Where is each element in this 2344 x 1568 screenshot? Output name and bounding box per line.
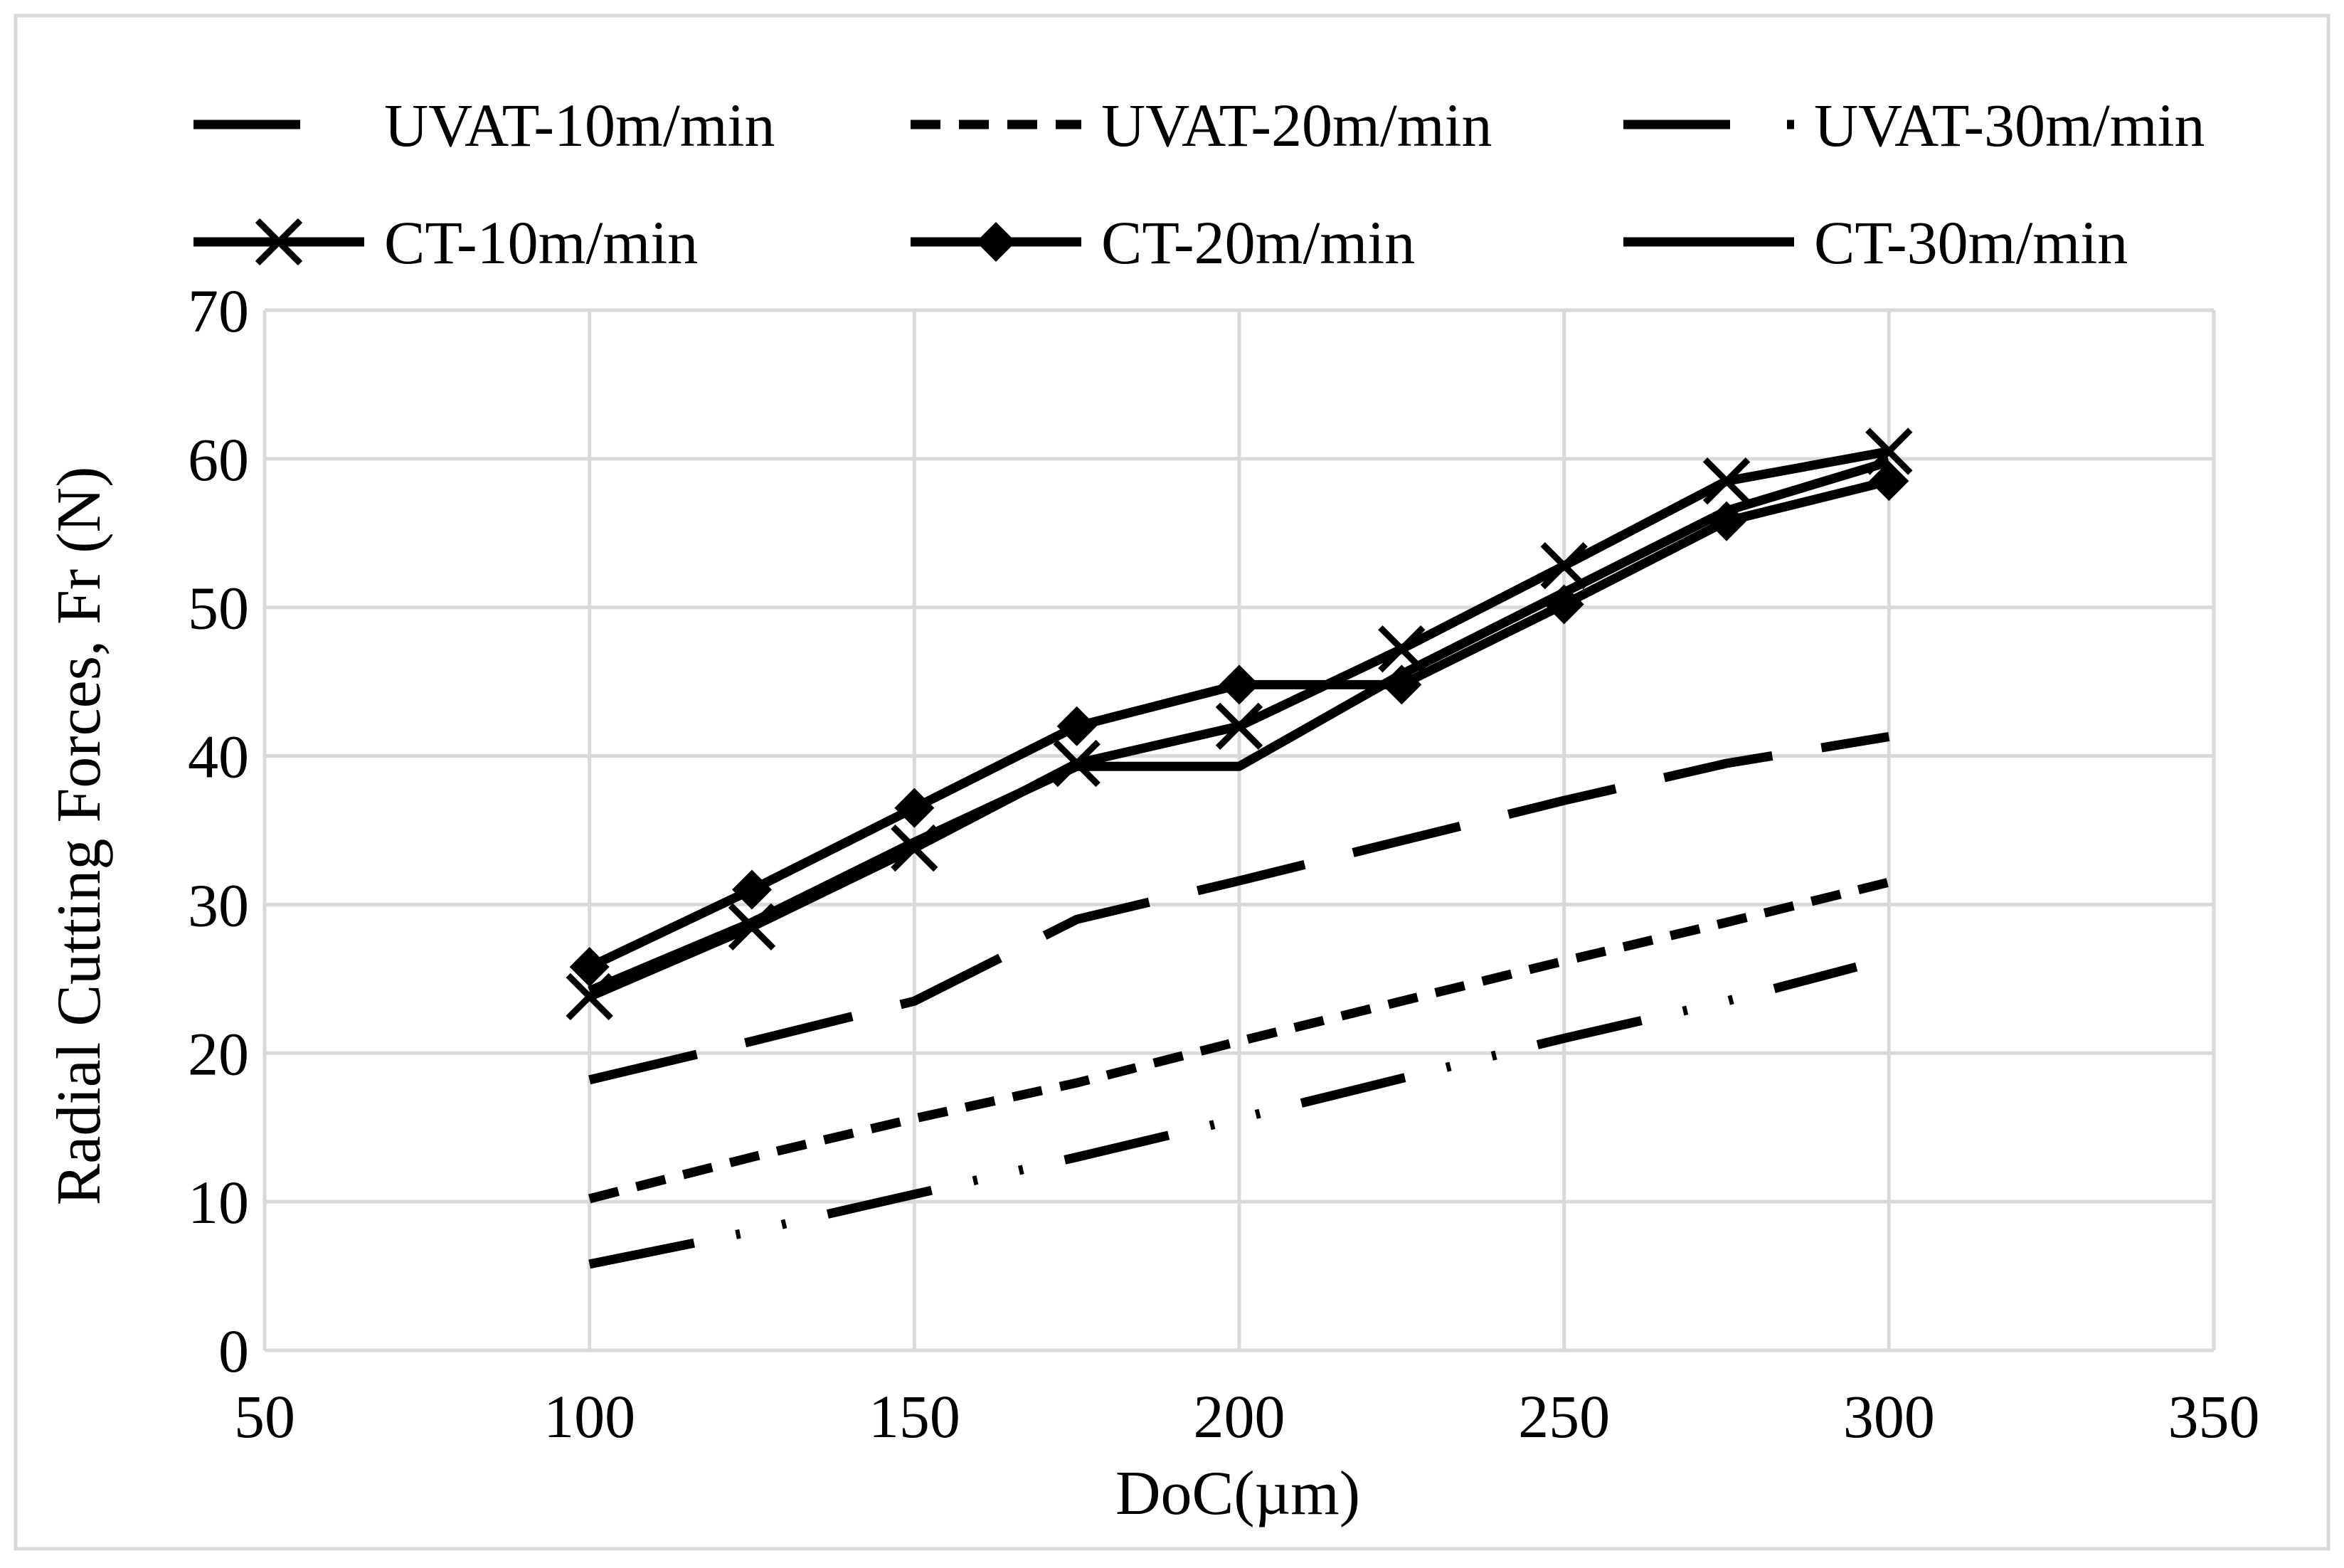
x-marker bbox=[891, 824, 938, 872]
series-line-UVAT-20m/min bbox=[588, 877, 1890, 1204]
y-tick-label: 50 bbox=[188, 574, 249, 642]
diamond-marker bbox=[732, 869, 772, 910]
y-tick-label: 0 bbox=[218, 1317, 249, 1385]
x-marker bbox=[566, 973, 613, 1021]
diamond-marker bbox=[894, 788, 935, 828]
x-axis-label: DoC(µm) bbox=[1115, 1459, 1360, 1528]
diamond-marker bbox=[1707, 501, 1746, 541]
x-tick-label: 200 bbox=[1194, 1382, 1285, 1451]
x-marker bbox=[1540, 542, 1588, 590]
x-marker bbox=[1215, 702, 1263, 750]
x-tick-label: 350 bbox=[2168, 1382, 2260, 1451]
legend-label: UVAT-30m/min bbox=[1814, 91, 2205, 159]
x-marker bbox=[255, 218, 303, 266]
legend-label: UVAT-20m/min bbox=[1101, 91, 1492, 159]
series-line-UVAT-30m/min bbox=[588, 732, 1890, 1085]
x-axis-ticks: 50 100 150 200 250 300 350 bbox=[234, 1382, 2260, 1451]
legend-label: CT-10m/min bbox=[384, 208, 698, 277]
y-tick-label: 10 bbox=[188, 1168, 249, 1236]
legend-label: CT-30m/min bbox=[1814, 208, 2128, 277]
x-marker bbox=[728, 903, 776, 950]
y-tick-label: 20 bbox=[188, 1019, 249, 1088]
diamond-marker bbox=[976, 222, 1016, 262]
diamond-marker bbox=[569, 947, 610, 987]
x-tick-label: 50 bbox=[234, 1382, 295, 1451]
legend: UVAT-10m/min UVAT-20m/min UVAT-30m/min CT-1… bbox=[193, 91, 2205, 277]
x-marker bbox=[1053, 739, 1101, 788]
diamond-marker bbox=[1219, 664, 1259, 705]
x-tick-label: 300 bbox=[1843, 1382, 1935, 1451]
x-marker bbox=[1865, 428, 1913, 475]
x-tick-label: 100 bbox=[543, 1382, 635, 1451]
y-tick-label: 70 bbox=[188, 277, 249, 345]
y-axis-ticks: 0 10 20 30 40 50 60 70 bbox=[188, 277, 249, 1385]
series-lines bbox=[587, 447, 1891, 1269]
diamond-marker bbox=[1544, 584, 1584, 625]
legend-label: UVAT-10m/min bbox=[384, 91, 775, 159]
diamond-marker bbox=[1056, 706, 1097, 746]
y-tick-label: 30 bbox=[188, 871, 249, 939]
y-axis-label: Radial Cutting Forces, Fr (N) bbox=[45, 467, 114, 1206]
x-marker bbox=[1378, 625, 1426, 673]
legend-label: CT-20m/min bbox=[1101, 208, 1415, 277]
x-tick-label: 250 bbox=[1518, 1382, 1610, 1451]
chart-frame bbox=[14, 14, 2330, 1551]
diamond-marker bbox=[1382, 664, 1422, 705]
x-tick-label: 150 bbox=[869, 1382, 960, 1451]
y-tick-label: 40 bbox=[188, 723, 249, 791]
diamond-marker bbox=[1869, 461, 1909, 502]
series-line-CT-30m/min bbox=[588, 457, 1891, 995]
x-marker bbox=[1702, 457, 1751, 505]
y-tick-label: 60 bbox=[188, 425, 249, 494]
series-markers bbox=[566, 428, 1913, 1021]
